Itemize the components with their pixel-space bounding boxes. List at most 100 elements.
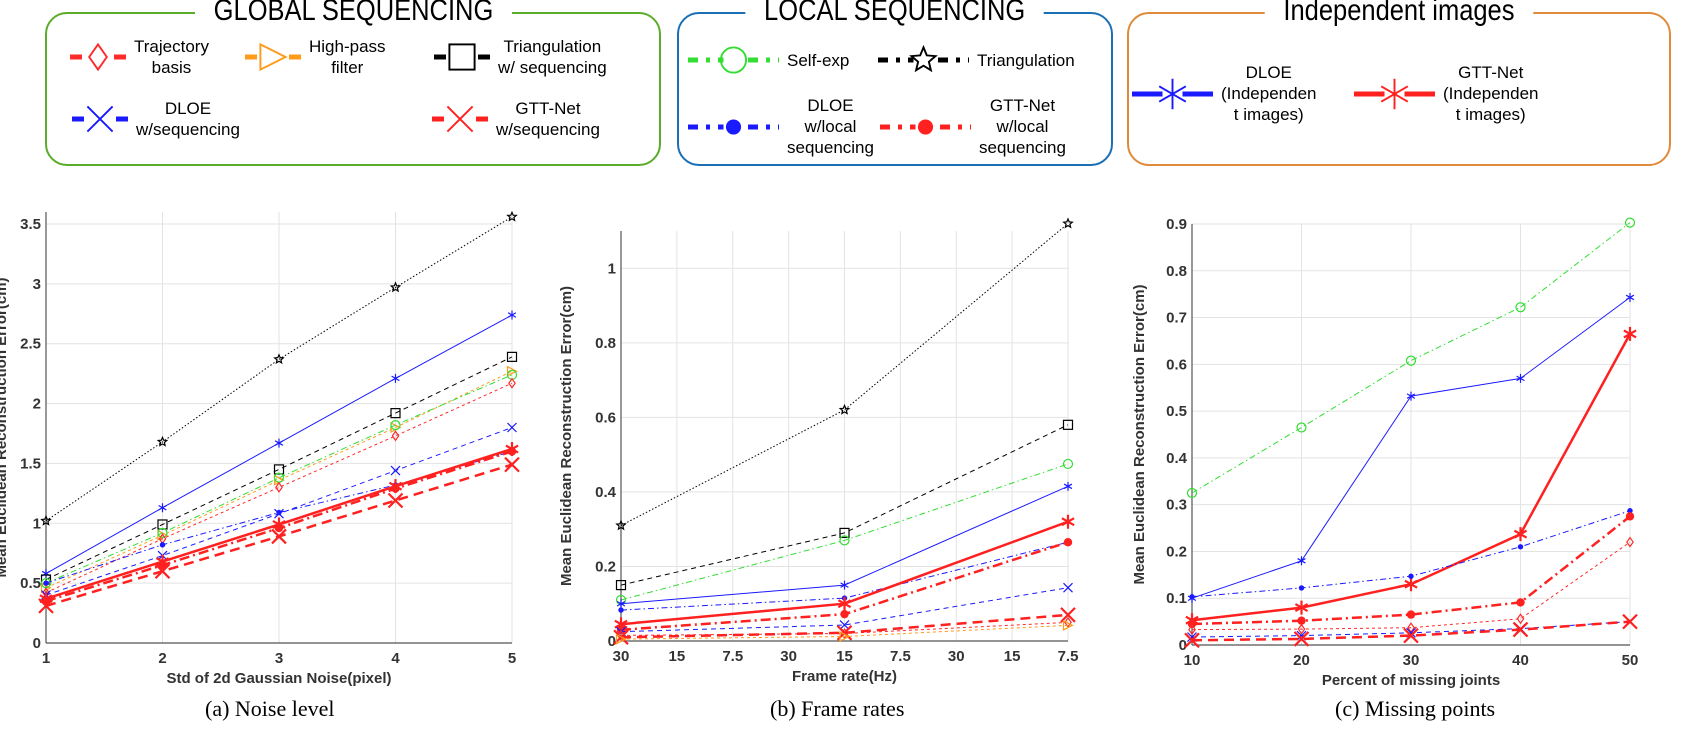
asterisk-marker <box>1404 577 1418 592</box>
y-tick-label: 0.2 <box>595 558 616 575</box>
y-tick-label: 0 <box>33 635 41 652</box>
series-dloeloc <box>1189 508 1633 600</box>
star-marker <box>506 210 518 222</box>
legend-label: DLOE (Independen t images) <box>1221 63 1317 124</box>
series-dloeind <box>41 310 517 579</box>
series-line <box>620 613 1069 639</box>
star-marker <box>615 519 627 531</box>
series-line <box>1191 515 1631 626</box>
triangle-right-icon <box>245 42 301 72</box>
legend-local-sequencing: LOCAL SEQUENCING <box>677 0 1113 166</box>
series-line <box>620 223 1069 526</box>
diamond-marker <box>1064 616 1072 628</box>
legend-label: Triangulation w/ sequencing <box>498 37 607 77</box>
x-marker <box>1512 621 1529 638</box>
x-tick-label: 40 <box>1512 652 1529 669</box>
x-marker <box>446 105 474 133</box>
asterisk-marker <box>505 442 519 457</box>
dot-marker <box>1189 594 1195 600</box>
x-marker <box>839 620 850 630</box>
legend-item-triangulation: Triangulation <box>876 40 1075 80</box>
diamond-marker <box>1626 536 1634 548</box>
legend-item-gtt-net-sequencing: GTT-Net w/sequencing <box>430 98 600 140</box>
dot-marker <box>1627 508 1633 514</box>
asterisk-marker <box>1158 78 1187 109</box>
y-tick-label: 0.8 <box>595 335 616 352</box>
y-tick-label: 0.5 <box>1166 403 1187 420</box>
asterisk-marker <box>1061 514 1075 529</box>
legend-independent-images: Independent images <box>1127 0 1671 166</box>
chart-b: 30 15 7.5 30 15 7.5 30 15 7.5 0 0.2 0.4 0.6 0.8 1 Frame… <box>558 217 1078 685</box>
y-tick-label: 0.5 <box>20 575 41 592</box>
x-marker <box>271 528 287 545</box>
x-marker <box>38 598 54 614</box>
y-tick-label: 0.3 <box>1166 497 1187 514</box>
y-tick-label: 0.7 <box>1166 310 1187 327</box>
y-tick-label: 1 <box>608 260 616 277</box>
asterisk-marker <box>158 503 167 513</box>
caption-c: (c) Missing points <box>1335 696 1496 721</box>
series-dloeind <box>616 481 1073 609</box>
y-tick-label: 0.8 <box>1166 263 1187 280</box>
x-axis-label: Percent of missing joints <box>1322 672 1500 689</box>
x-tick-label: 4 <box>391 650 400 667</box>
legend-label: Self-exp <box>787 50 850 70</box>
legend-label: GTT-Net (Independen t images) <box>1443 63 1539 124</box>
x-tick-label: 20 <box>1293 652 1310 669</box>
series-hp <box>615 619 1074 645</box>
series-line <box>45 370 513 589</box>
series-line <box>1191 541 1631 631</box>
dot-marker <box>1298 585 1305 591</box>
chart-a: 1 2 3 4 5 0 0.5 1 1.5 2 2.5 3 3.5 Std of 2d Gaussian … <box>0 210 520 687</box>
asterisk-marker <box>272 517 286 532</box>
x-tick-label: 7.5 <box>890 648 911 665</box>
y-tick-label: 0.4 <box>1166 450 1188 467</box>
triangle-right-marker <box>506 365 518 377</box>
series-line <box>45 382 513 594</box>
x-tick-label: 30 <box>780 648 797 665</box>
diamond-marker <box>1188 624 1196 636</box>
circle-marker <box>157 527 168 538</box>
x-marker <box>1060 607 1076 623</box>
legend-title: LOCAL SEQUENCING <box>745 0 1045 28</box>
chart-c: 10 20 30 40 50 0 0.1 0.2 0.3 0.4 0.5 0.6 0.7 0.8 0.9 Pe… <box>1131 216 1638 689</box>
legend-item-high-pass-filter: High-pass filter <box>243 36 386 78</box>
series-gttseq <box>1184 613 1638 649</box>
x-tick-label: 7.5 <box>722 648 743 665</box>
diamond-marker <box>1297 623 1306 635</box>
dot-marker <box>1187 619 1197 629</box>
star-marker <box>1062 217 1074 229</box>
x-marker <box>1293 631 1310 647</box>
series-line <box>45 356 513 580</box>
asterisk-marker <box>1380 78 1409 109</box>
legend-label: DLOE w/sequencing <box>136 99 240 139</box>
x-marker <box>86 105 114 133</box>
series-line <box>620 624 1069 640</box>
legend-label: Triangulation <box>977 50 1075 70</box>
y-tick-label: 1 <box>33 515 41 532</box>
series-gttloc <box>1187 512 1635 629</box>
x-icon <box>72 105 128 133</box>
x-tick-label: 5 <box>508 650 516 667</box>
legend-item-trajectory-basis: Trajectory basis <box>68 36 209 78</box>
legend-label: GTT-Net w/sequencing <box>496 99 600 139</box>
triangle-right-marker <box>1062 619 1074 631</box>
y-axis-label: Mean Euclidean Reconstruction Error(cm) <box>558 286 575 586</box>
series-line <box>45 216 513 522</box>
asterisk-icon <box>1132 78 1213 109</box>
legend-item-dloe-sequencing: DLOE w/sequencing <box>70 98 240 140</box>
dot-marker <box>616 625 626 635</box>
square-marker <box>157 519 168 530</box>
series-gttseq <box>38 456 520 614</box>
x-marker <box>1184 632 1200 649</box>
square-icon <box>434 43 490 71</box>
legend-item-gtt-net-local: GTT-Net w/local sequencing <box>878 95 1066 158</box>
x-marker <box>1063 582 1073 593</box>
square-marker <box>615 579 627 591</box>
circle-marker <box>719 46 748 74</box>
circle-marker <box>1186 487 1198 499</box>
legend-item-gtt-net-independent: GTT-Net (Independen t images) <box>1352 62 1538 125</box>
diamond-marker <box>391 430 400 442</box>
y-tick-label: 1.5 <box>20 455 41 472</box>
